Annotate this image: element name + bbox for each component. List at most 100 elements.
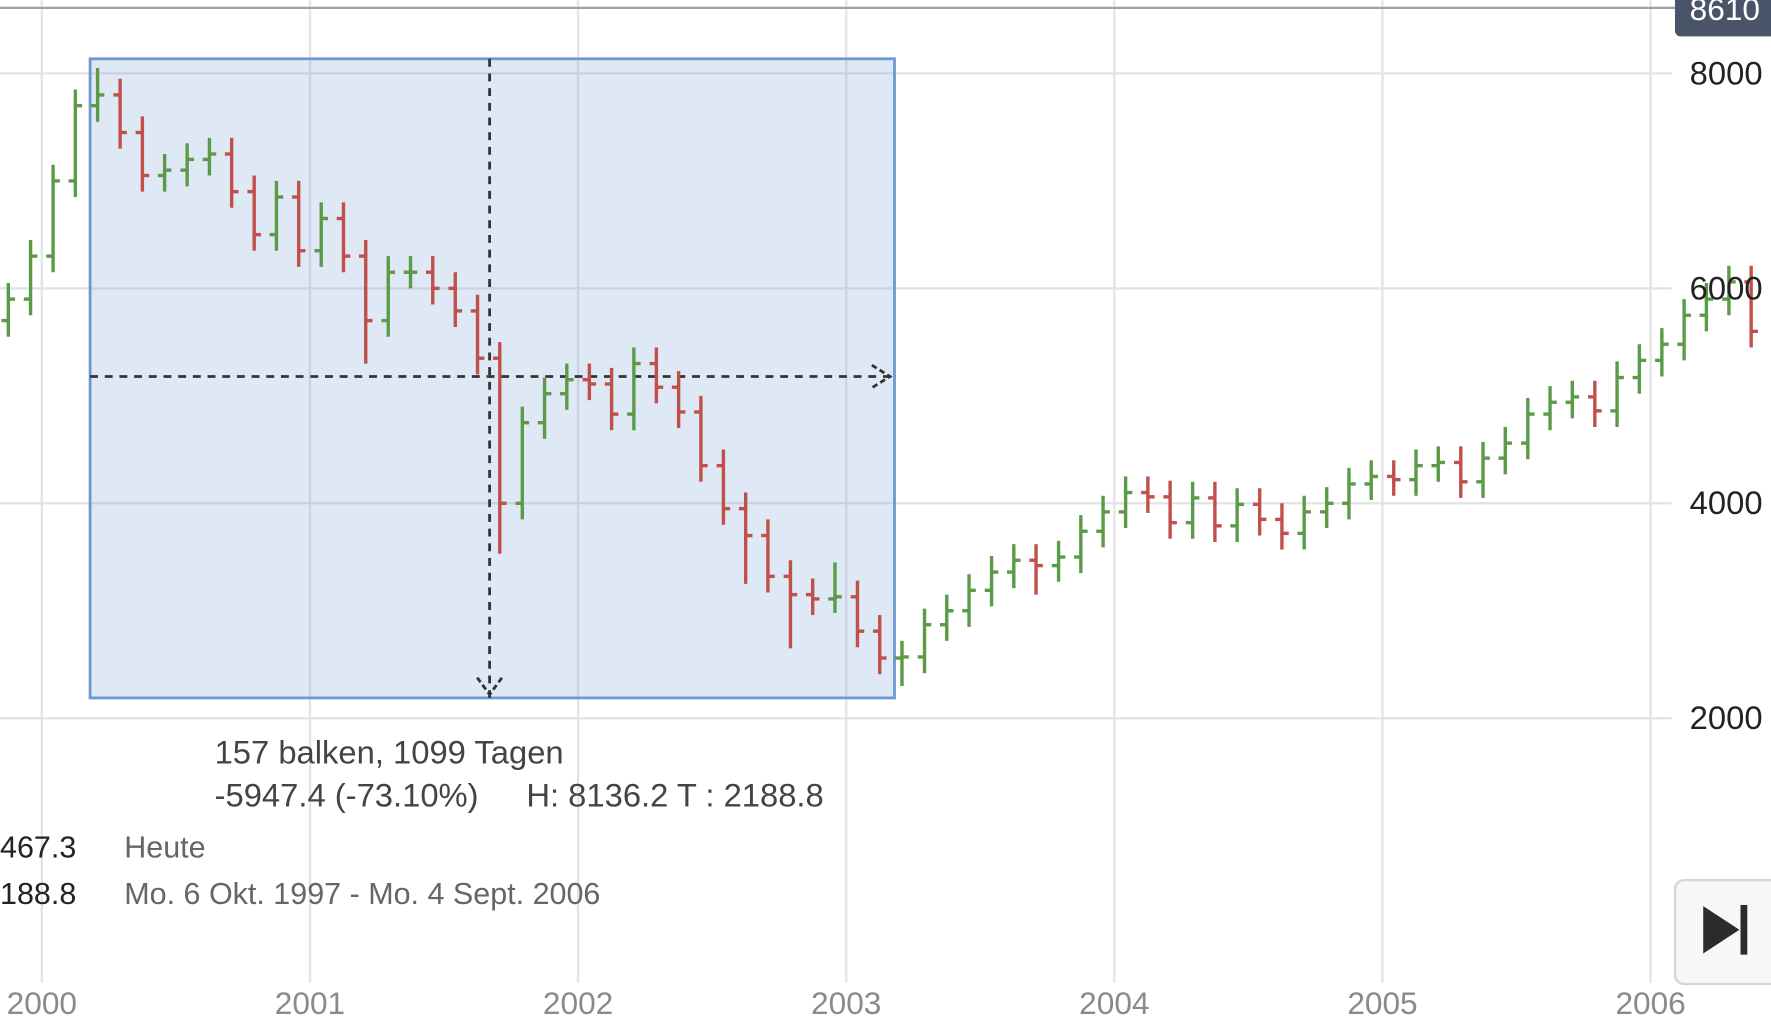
measure-range-text: H: 8136.2 T : 2188.8 xyxy=(526,776,823,813)
ohlc-bar xyxy=(537,377,552,439)
ohlc-bar xyxy=(828,562,842,613)
ohlc-bar xyxy=(23,239,38,316)
ohlc-bar xyxy=(291,180,306,267)
ohlc-bar xyxy=(381,256,396,337)
ohlc-bars xyxy=(1,68,1758,686)
ohlc-bar xyxy=(1007,544,1021,589)
x-tick-label: 2002 xyxy=(543,985,613,1017)
ohlc-bar xyxy=(336,202,351,273)
ohlc-bar xyxy=(1275,503,1289,550)
x-tick-label: 2001 xyxy=(275,985,345,1017)
ohlc-bar xyxy=(1208,481,1222,542)
ohlc-bar xyxy=(403,256,418,289)
y-tick-label: 4000 xyxy=(1690,484,1763,521)
ohlc-bar xyxy=(515,406,530,520)
ohlc-bar xyxy=(1386,460,1401,496)
ohlc-bar xyxy=(872,615,887,675)
ohlc-bar xyxy=(560,363,574,410)
ohlc-bar xyxy=(157,154,172,192)
ohlc-bar xyxy=(1744,265,1758,348)
ohlc-bar xyxy=(1722,265,1736,316)
x-tick-label: 2003 xyxy=(811,985,881,1017)
ohlc-bar xyxy=(1588,380,1602,427)
ohlc-bar xyxy=(1029,544,1043,595)
ohlc-bar xyxy=(917,608,932,674)
ohlc-bar xyxy=(1185,481,1200,539)
ohlc-bar xyxy=(135,116,150,192)
x-tick-label: 2004 xyxy=(1079,985,1149,1017)
ohlc-bar xyxy=(425,256,440,305)
measure-box xyxy=(88,57,896,700)
ohlc-bar xyxy=(1051,540,1066,582)
ohlc-bar xyxy=(358,239,373,364)
ohlc-bar xyxy=(224,137,239,208)
jump-to-end-button[interactable] xyxy=(1673,878,1771,986)
ohlc-bar xyxy=(962,574,976,627)
measure-change-text: -5947.4 (-73.10%) xyxy=(215,776,479,813)
ohlc-bar xyxy=(1364,460,1378,501)
ohlc-bar xyxy=(1074,515,1088,574)
ohlc-bar xyxy=(1297,495,1311,550)
ohlc-bar xyxy=(1521,397,1535,460)
x-tick-label: 2006 xyxy=(1615,985,1685,1017)
ohlc-bar xyxy=(470,294,485,375)
ohlc-bar xyxy=(1699,282,1714,332)
ohlc-bar xyxy=(1453,446,1468,498)
ohlc-bar xyxy=(984,555,999,607)
ohlc-bar xyxy=(805,578,820,616)
ohlc-bar xyxy=(1342,467,1356,520)
ohlc-bar xyxy=(895,640,909,686)
ohlc-bar xyxy=(1632,344,1647,394)
ohlc-bar xyxy=(1252,488,1267,536)
ohlc-bar xyxy=(1498,426,1513,475)
y-tick-label: 2000 xyxy=(1690,699,1763,736)
info-label: Mo. 6 Okt. 1997 - Mo. 4 Sept. 2006 xyxy=(124,877,600,911)
measure-bars-text: 157 balken, 1099 Tagen xyxy=(215,733,564,770)
x-tick-label: 2000 xyxy=(7,985,77,1017)
ohlc-bar xyxy=(90,68,105,122)
x-tick-label: 2005 xyxy=(1347,985,1417,1017)
ohlc-bar xyxy=(1319,487,1334,529)
end-icon[interactable] xyxy=(1740,904,1748,955)
ohlc-bar xyxy=(1141,476,1155,513)
ohlc-bar xyxy=(649,347,664,404)
info-value: 188.8 xyxy=(0,877,76,911)
measure-tool xyxy=(88,57,896,700)
ohlc-bar xyxy=(671,371,686,429)
ohlc-bar xyxy=(180,143,194,187)
ohlc-bar xyxy=(1677,299,1691,361)
ohlc-bar xyxy=(1431,446,1446,482)
ohlc-bar xyxy=(716,449,731,525)
play-icon[interactable] xyxy=(1703,906,1740,954)
ohlc-bar xyxy=(1655,328,1669,377)
ohlc-bar xyxy=(1565,380,1580,419)
ohlc-bar xyxy=(1543,386,1557,431)
info-value: 467.3 xyxy=(0,831,76,865)
last-price-tag xyxy=(1674,0,1771,37)
ohlc-bar xyxy=(850,580,865,648)
ohlc-bar xyxy=(448,272,463,328)
arrow-right xyxy=(871,363,893,389)
ohlc-bar xyxy=(1096,495,1110,548)
info-label: Heute xyxy=(124,831,205,865)
ohlc-bar xyxy=(738,492,753,584)
last-price-label: 8610 xyxy=(1690,0,1760,27)
ohlc-bar xyxy=(269,180,284,251)
ohlc-bar xyxy=(1476,442,1490,498)
ohlc-bar xyxy=(68,89,83,198)
ohlc-bar xyxy=(939,594,954,641)
ohlc-bar xyxy=(1118,476,1133,529)
ohlc-bar xyxy=(1409,449,1423,496)
ohlc-bar xyxy=(1163,480,1177,539)
ohlc-bar xyxy=(247,175,261,251)
ohlc-bar xyxy=(314,202,328,267)
ohlc-bar xyxy=(1230,488,1244,542)
ohlc-bar xyxy=(761,519,775,593)
ohlc-bar xyxy=(694,395,708,482)
arrow-down xyxy=(476,676,504,697)
y-tick-label: 8000 xyxy=(1690,54,1763,91)
ohlc-bar xyxy=(582,363,597,401)
